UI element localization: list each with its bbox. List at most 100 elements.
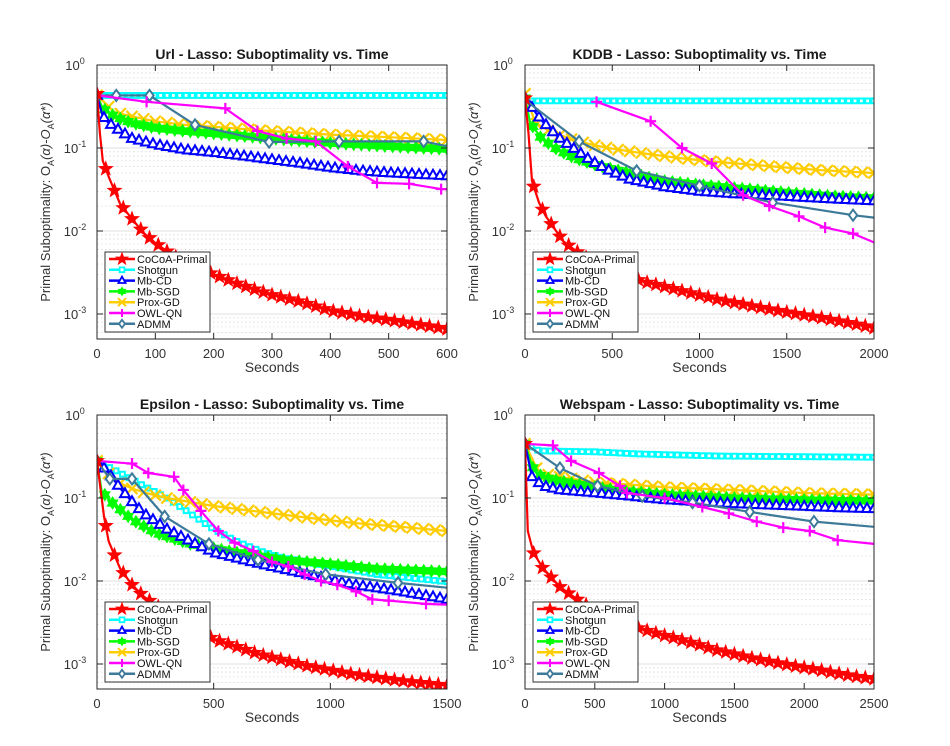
data-point: [543, 568, 560, 585]
data-point: [316, 92, 324, 99]
data-point: [600, 141, 613, 154]
data-point: [424, 92, 432, 99]
data-point: [686, 97, 694, 105]
data-point: [604, 449, 611, 456]
data-point: [560, 236, 577, 253]
data-point: [581, 151, 595, 163]
data-point: [219, 501, 232, 514]
data-point: [328, 160, 342, 173]
data-point: [572, 448, 580, 455]
data-point: [220, 635, 237, 651]
data-point: [350, 585, 362, 597]
data-point: [342, 576, 356, 589]
data-point: [430, 676, 447, 689]
data-point: [331, 579, 343, 591]
data-point: [335, 515, 349, 528]
data-point: [573, 134, 585, 149]
data-point: [418, 134, 430, 149]
data-point: [609, 487, 623, 500]
y-tick-label: 10-3: [492, 655, 514, 672]
data-point: [705, 97, 713, 105]
data-point: [661, 451, 668, 459]
data-point: [769, 453, 776, 460]
data-point: [300, 511, 314, 524]
data-point: [342, 305, 359, 322]
data-point: [726, 294, 743, 310]
legend-item-cocoa-primal: CoCoA-Primal: [109, 251, 207, 266]
data-point: [356, 578, 370, 591]
series-shotgun: [97, 92, 447, 99]
data-point: [169, 92, 177, 99]
data-point: [111, 477, 125, 490]
y-tick-label: 10-1: [64, 489, 86, 506]
data-point: [635, 97, 643, 105]
data-point: [176, 503, 184, 510]
data-point: [711, 452, 719, 460]
data-point: [403, 178, 415, 190]
data-point: [578, 448, 586, 456]
data-point: [411, 92, 419, 99]
data-point: [572, 97, 580, 105]
x-tick-label: 500: [601, 346, 623, 361]
data-point: [865, 319, 874, 335]
data-point: [167, 140, 181, 153]
data-point: [673, 97, 681, 105]
data-point: [392, 92, 400, 99]
data-point: [654, 97, 662, 105]
x-tick-label: 1000: [685, 346, 714, 361]
data-point: [153, 517, 167, 529]
data-point: [822, 311, 839, 327]
data-point: [290, 292, 307, 308]
chart-title: Epsilon - Lasso: Suboptimality vs. Time: [140, 396, 404, 412]
data-point: [335, 92, 343, 99]
data-point: [554, 460, 566, 476]
data-point: [813, 309, 830, 325]
data-point: [864, 97, 872, 105]
data-point: [665, 280, 682, 296]
data-point: [839, 314, 856, 330]
data-point: [699, 97, 707, 105]
data-point: [263, 286, 281, 302]
data-point: [104, 471, 116, 487]
data-point: [800, 453, 808, 461]
data-point: [229, 537, 241, 549]
data-point: [298, 657, 316, 673]
data-point: [228, 638, 246, 654]
data-point: [251, 125, 263, 137]
data-point: [539, 117, 553, 130]
data-point: [832, 97, 840, 105]
data-point: [870, 453, 874, 461]
data-point: [831, 312, 848, 328]
x-tick-label: 2000: [860, 346, 889, 361]
data-point: [237, 148, 251, 161]
data-point: [172, 493, 185, 507]
data-point: [770, 302, 787, 318]
series-prox-gd: [97, 454, 447, 538]
data-point: [813, 97, 821, 105]
data-point: [788, 97, 795, 105]
data-point: [551, 227, 568, 244]
data-point: [97, 85, 106, 101]
data-point: [546, 97, 554, 105]
data-point: [363, 579, 377, 592]
data-point: [646, 148, 660, 161]
series-admm: [97, 88, 447, 150]
data-point: [630, 173, 644, 186]
data-point: [857, 669, 874, 685]
y-tick-label: 10-3: [64, 655, 86, 672]
legend-label: Shotgun: [137, 615, 178, 627]
data-point: [610, 449, 618, 457]
data-point: [403, 673, 421, 689]
data-point: [737, 97, 745, 105]
data-point: [629, 450, 637, 458]
series-group: [97, 452, 447, 689]
data-point: [176, 92, 184, 99]
y-axis: 100 10-1 10-2 10-3 Primal Suboptimality: OA(…: [466, 56, 874, 322]
legend-marker: [545, 318, 555, 330]
data-point: [681, 152, 695, 166]
data-point: [438, 320, 447, 336]
y-axis-label: Primal Suboptimality: OA(α)-OA(α*): [38, 102, 56, 302]
data-point: [578, 97, 586, 105]
data-point: [405, 92, 413, 99]
data-point: [440, 133, 447, 147]
